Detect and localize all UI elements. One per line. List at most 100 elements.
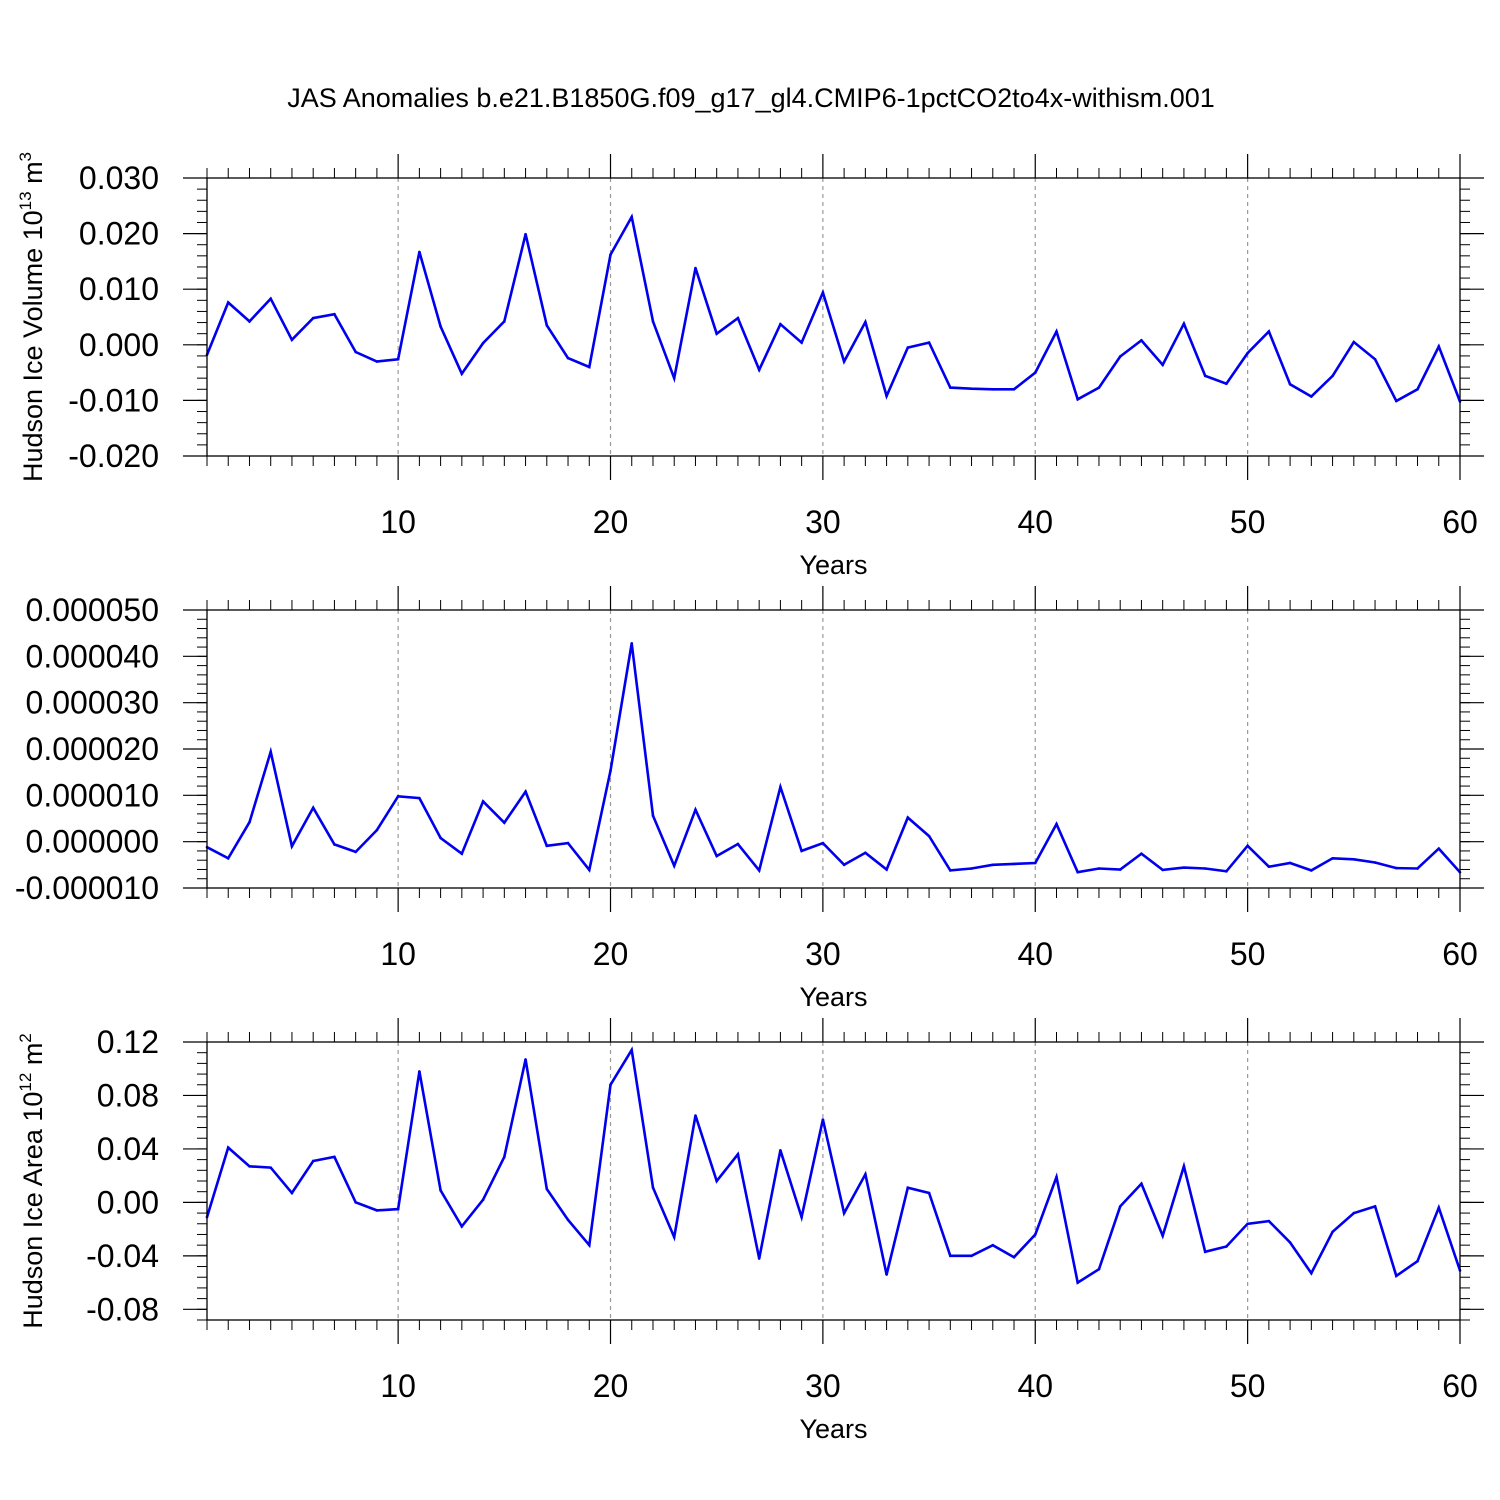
data-point (354, 850, 357, 854)
data-point (609, 769, 612, 773)
x-tick-label: 20 (593, 504, 629, 540)
plot-frame (206, 177, 1461, 457)
data-point (1437, 1206, 1441, 1210)
data-point (248, 1164, 251, 1168)
data-point (1352, 857, 1356, 861)
data-point (800, 341, 803, 344)
x-tick-label: 40 (1017, 936, 1053, 972)
data-point (333, 843, 336, 846)
x-tick-label: 30 (805, 1368, 841, 1404)
x-tick-label: 40 (1017, 1368, 1053, 1404)
y-tick-label: -0.010 (68, 382, 159, 418)
data-point (970, 1254, 973, 1258)
x-axis-label: Years (799, 982, 867, 1012)
data-point (439, 1189, 442, 1192)
data-point (694, 808, 697, 811)
data-point (290, 1191, 294, 1195)
y-tick-label: -0.08 (86, 1291, 159, 1327)
y-tick-label: 0.000040 (26, 638, 159, 674)
series-line (206, 643, 1461, 874)
data-point (545, 844, 549, 848)
data-point (651, 814, 655, 818)
x-tick-label: 50 (1230, 504, 1266, 540)
data-point (991, 387, 995, 391)
data-point (439, 325, 442, 328)
data-point (481, 800, 485, 803)
data-point (1225, 382, 1228, 386)
data-point (1352, 1211, 1356, 1215)
data-point (1118, 868, 1122, 871)
data-point (672, 1235, 676, 1239)
data-point (1055, 1175, 1058, 1179)
data-point (354, 1201, 357, 1204)
data-point (800, 849, 803, 853)
x-tick-label: 50 (1230, 1368, 1266, 1404)
data-point (1394, 1274, 1398, 1278)
data-point (864, 851, 867, 855)
series-line (205, 213, 1462, 403)
data-point (566, 841, 570, 845)
x-tick-label: 30 (805, 504, 841, 540)
data-point (1288, 861, 1292, 865)
data-point (672, 376, 676, 380)
data-point (906, 816, 910, 819)
data-point (1225, 870, 1228, 873)
data-point (375, 360, 379, 363)
data-point (800, 1215, 803, 1219)
data-point (757, 1257, 761, 1260)
data-point (1161, 1234, 1164, 1238)
data-point (1097, 386, 1101, 389)
data-point (1437, 847, 1441, 850)
y-tick-label: 0.000030 (26, 685, 159, 721)
data-point (736, 842, 740, 846)
data-point (715, 332, 718, 335)
panel-2: 10 20 30 40 50 60 -0.000010 0.000000 0.000010 0.0… (15, 586, 1484, 1012)
data-point (418, 1070, 421, 1073)
data-point (524, 232, 527, 236)
data-point (906, 346, 910, 349)
data-point (1182, 866, 1186, 869)
series-line (205, 1046, 1462, 1285)
data-point (311, 806, 315, 810)
y-tick-label: -0.04 (86, 1238, 159, 1274)
data-point (821, 1118, 825, 1121)
data-point (885, 868, 888, 871)
x-axis-label: Years (799, 550, 867, 580)
data-point (481, 1198, 485, 1202)
data-point (1288, 382, 1292, 386)
data-point (587, 365, 591, 369)
data-point (1416, 387, 1419, 391)
data-point (1246, 351, 1249, 355)
data-point (1331, 1230, 1334, 1234)
data-point (1012, 387, 1016, 391)
data-point (630, 1048, 634, 1052)
data-point (460, 1225, 464, 1228)
x-tick-label: 60 (1442, 936, 1478, 972)
data-point (1055, 330, 1058, 333)
data-point (269, 1166, 273, 1169)
data-point (609, 253, 612, 257)
data-point (1182, 1164, 1186, 1168)
data-point (1267, 865, 1271, 868)
data-point (354, 350, 357, 354)
x-tick-label: 20 (593, 936, 629, 972)
data-point (1055, 822, 1058, 826)
data-point (821, 291, 825, 294)
data-point (1246, 844, 1249, 848)
panel-3: 10 20 30 40 50 60 -0.08 -0.04 0.00 0.04 0.08 0.12 Ye… (16, 1018, 1484, 1444)
data-point (1267, 1219, 1271, 1223)
data-point (1076, 397, 1080, 401)
x-tick-label: 10 (380, 1368, 416, 1404)
data-point (1076, 1281, 1080, 1284)
data-point (991, 1243, 995, 1247)
y-tick-label: 0.00 (97, 1184, 159, 1220)
data-point (545, 324, 549, 327)
figure-title: JAS Anomalies b.e21.B1850G.f09_g17_gl4.C… (287, 83, 1215, 113)
data-point (545, 1187, 549, 1191)
data-point (1076, 870, 1080, 874)
data-point (226, 1146, 230, 1149)
data-point (566, 1218, 570, 1222)
data-point (524, 1058, 527, 1061)
data-point (757, 368, 761, 372)
data-point (1161, 363, 1164, 367)
